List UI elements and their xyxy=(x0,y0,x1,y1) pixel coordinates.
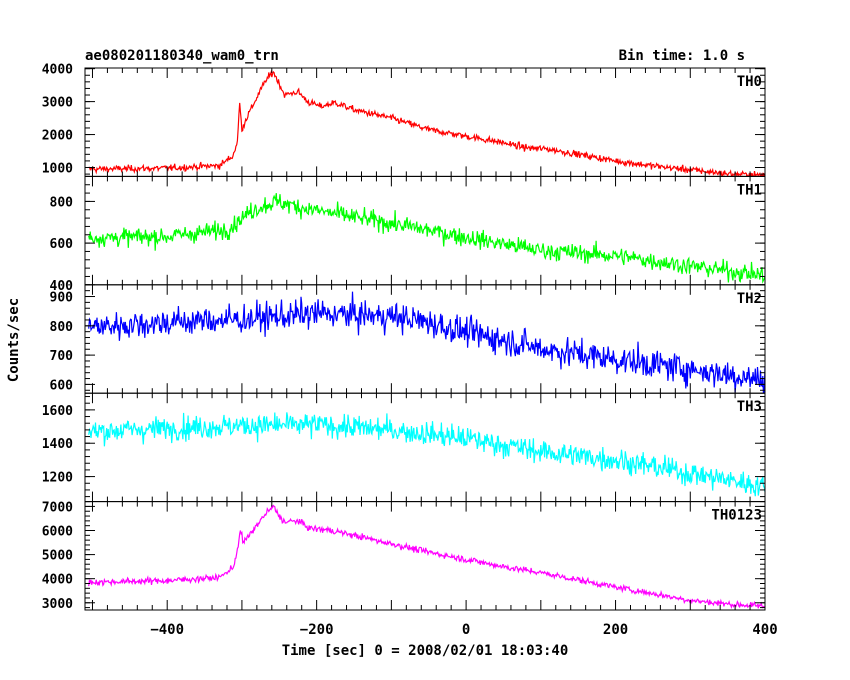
panel-label: TH3 xyxy=(737,399,762,415)
series-line-th3 xyxy=(88,412,765,497)
x-tick-label: 200 xyxy=(603,622,628,638)
panel-frame xyxy=(84,501,766,611)
x-axis-label: Time [sec] 0 = 2008/02/01 18:03:40 xyxy=(282,643,569,659)
panel-label: TH1 xyxy=(737,182,762,198)
panel-frame xyxy=(84,67,766,177)
bin-time-label: Bin time: 1.0 s xyxy=(619,48,745,64)
panel-frame xyxy=(84,392,766,503)
y-tick-label: 3000 xyxy=(42,597,73,612)
y-axis-label: Counts/sec xyxy=(6,298,22,382)
y-tick-label: 7000 xyxy=(42,500,73,515)
x-tick-label: 400 xyxy=(752,622,777,638)
y-tick-label: 900 xyxy=(50,291,74,306)
y-tick-label: 1400 xyxy=(42,437,73,452)
y-tick-label: 5000 xyxy=(42,549,73,564)
x-tick-label: −200 xyxy=(300,622,334,638)
y-tick-label: 1600 xyxy=(42,404,73,419)
series-line-th2 xyxy=(88,291,765,394)
panels-group: 1000 2000 3000 4000 TH0 400 600 800 TH1 600 700 800… xyxy=(42,63,766,612)
panel-th3: 1200 1400 1600 TH3 xyxy=(42,392,766,503)
panel-label: TH0123 xyxy=(711,508,762,524)
y-tick-label: 1000 xyxy=(42,162,73,177)
series-line-th0 xyxy=(88,69,765,177)
y-tick-label: 4000 xyxy=(42,573,73,588)
panel-th0: 1000 2000 3000 4000 TH0 xyxy=(42,63,766,177)
y-tick-label: 600 xyxy=(50,378,74,393)
panel-frame xyxy=(84,284,766,394)
panel-label: TH0 xyxy=(737,74,762,90)
chart-title: ae080201180340_wam0_trn xyxy=(85,48,279,64)
y-tick-label: 3000 xyxy=(42,96,73,111)
x-axis: −400 −200 0 200 400 xyxy=(150,622,777,638)
series-line-th0123 xyxy=(88,504,765,610)
y-tick-label: 400 xyxy=(50,279,74,294)
panel-th2: 600 700 800 900 TH2 xyxy=(50,284,766,394)
x-tick-label: −400 xyxy=(150,622,184,638)
y-tick-label: 600 xyxy=(50,237,74,252)
y-tick-label: 1200 xyxy=(42,471,73,486)
y-tick-label: 4000 xyxy=(42,63,73,78)
y-tick-label: 6000 xyxy=(42,525,73,540)
panel-th0123: 3000 4000 5000 6000 7000 TH0123 xyxy=(42,500,766,612)
panel-th1: 400 600 800 TH1 xyxy=(50,175,766,294)
x-tick-label: 0 xyxy=(462,622,470,638)
y-tick-label: 800 xyxy=(50,320,74,335)
y-tick-label: 800 xyxy=(50,195,74,210)
panel-frame xyxy=(84,175,766,286)
y-tick-label: 700 xyxy=(50,349,74,364)
series-line-th1 xyxy=(88,193,765,284)
panel-label: TH2 xyxy=(737,291,762,307)
y-tick-label: 2000 xyxy=(42,129,73,144)
